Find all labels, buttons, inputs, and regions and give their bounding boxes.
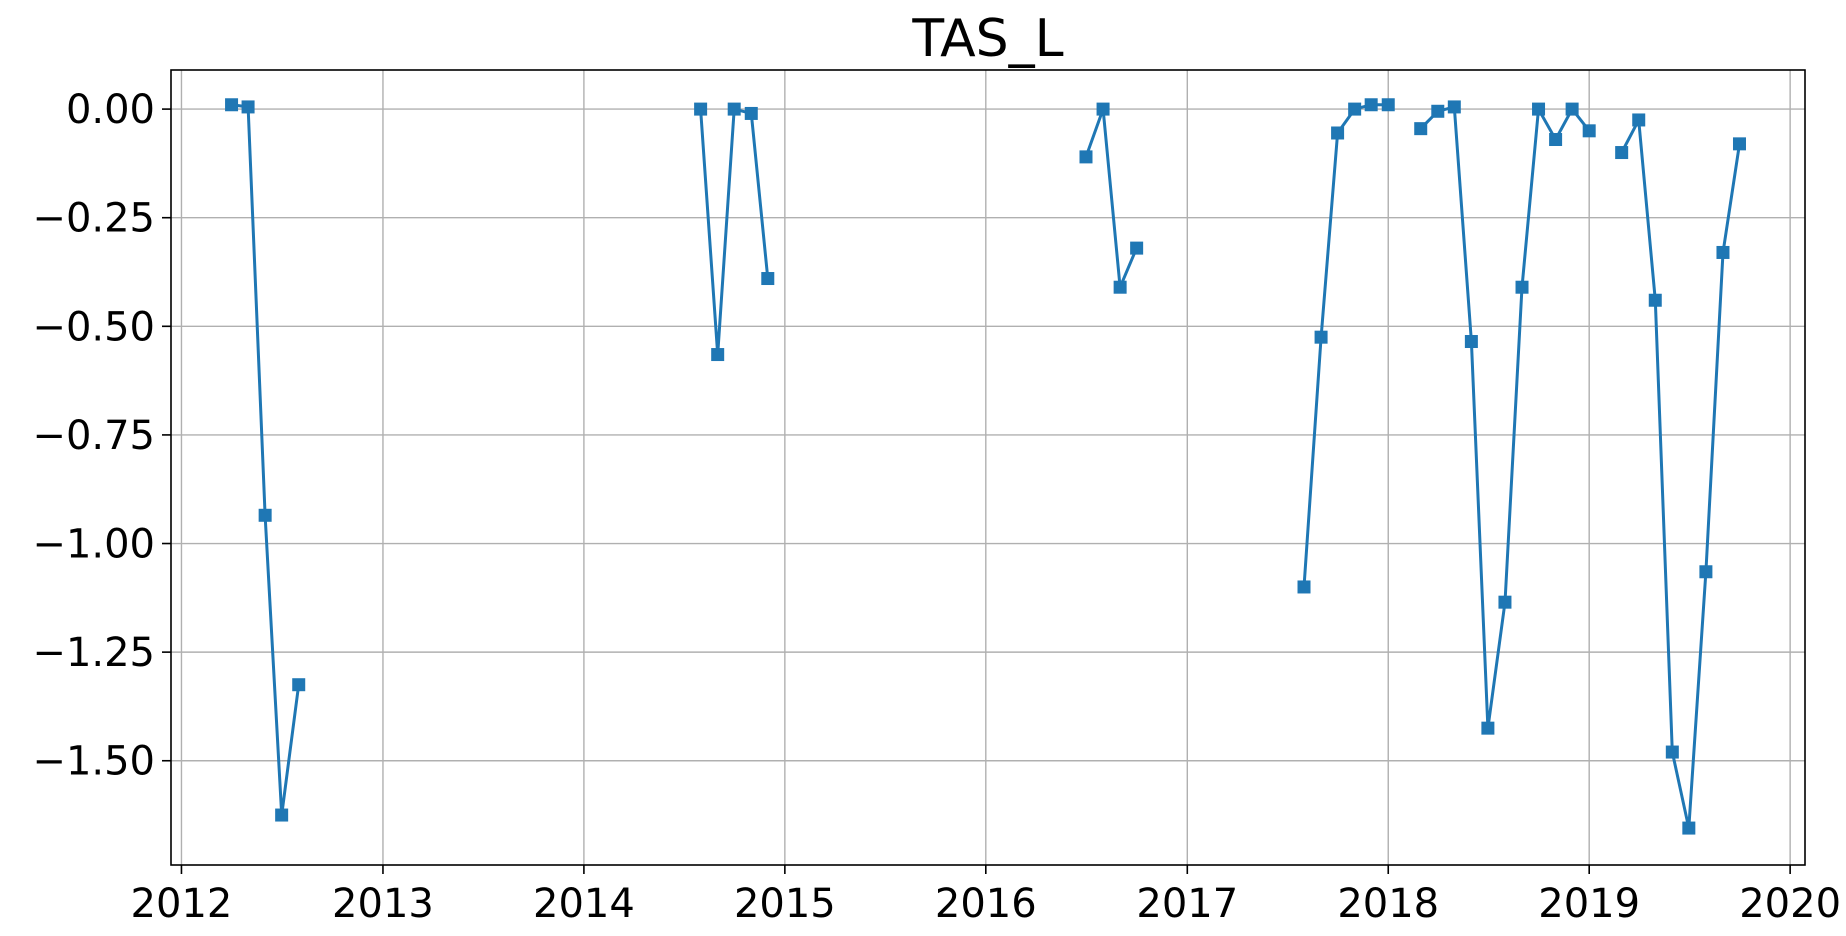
x-tick-label: 2018 (1337, 881, 1439, 927)
data-point-marker (1130, 241, 1144, 255)
data-point-marker (1381, 98, 1395, 112)
data-point-marker (711, 348, 725, 362)
data-point-marker (1113, 280, 1127, 294)
x-tick-label: 2019 (1538, 881, 1640, 927)
data-point-marker (1648, 293, 1662, 307)
data-point-marker (1447, 100, 1461, 114)
series-line-segment (699, 107, 770, 356)
y-tick-label: −0.50 (32, 304, 155, 350)
data-point-marker (292, 678, 306, 692)
x-tick-label: 2017 (1136, 881, 1238, 927)
data-point-marker (1498, 595, 1512, 609)
y-tick-label: −1.25 (32, 630, 155, 676)
data-point-marker (1079, 150, 1093, 164)
series-line-segment (1620, 118, 1741, 830)
data-point-marker (1096, 102, 1110, 116)
data-point-marker (1364, 98, 1378, 112)
data-point-marker (1682, 821, 1696, 835)
y-tick-label: 0.00 (66, 87, 155, 133)
y-tick-label: −1.50 (32, 739, 155, 785)
data-point-marker (1582, 124, 1596, 138)
data-point-marker (241, 100, 255, 114)
chart-title: TAS_L (911, 9, 1063, 69)
data-point-marker (1665, 745, 1679, 759)
data-point-marker (1632, 113, 1646, 127)
series-line-segment (1302, 103, 1389, 588)
y-tick-label: −1.00 (32, 522, 155, 568)
data-point-marker (1464, 335, 1478, 349)
data-point-marker (1732, 137, 1746, 151)
data-point-marker (1314, 330, 1328, 344)
x-tick-label: 2015 (734, 881, 836, 927)
data-point-marker (694, 102, 708, 116)
y-tick-label: −0.75 (32, 413, 155, 459)
data-point-marker (1532, 102, 1546, 116)
plot-area-frame (170, 69, 1806, 866)
x-tick-label: 2014 (533, 881, 635, 927)
grid-lines (171, 70, 1805, 865)
data-point-marker (1331, 126, 1345, 140)
data-point-marker (1515, 280, 1529, 294)
data-point-marker (225, 98, 239, 112)
series-line-segment (1084, 107, 1138, 289)
data-point-marker (1297, 580, 1311, 594)
series-line-segment (1419, 105, 1591, 730)
data-point-marker (1549, 133, 1563, 147)
data-point-marker (761, 272, 775, 286)
axis-ticks: 2012 2013 2014 2015 2016 2017 2018 2019 2020 0.00… (32, 87, 1841, 927)
data-point-marker (275, 808, 289, 822)
series-tas-l (225, 98, 1746, 835)
data-point-marker (258, 508, 272, 522)
series-line-segment (231, 103, 301, 817)
x-tick-label: 2013 (332, 881, 434, 927)
y-tick-label: −0.25 (32, 196, 155, 242)
data-point-marker (1348, 102, 1362, 116)
data-point-marker (1431, 104, 1445, 118)
data-point-marker (744, 106, 758, 120)
data-point-marker (1565, 102, 1579, 116)
data-point-marker (1699, 565, 1713, 579)
data-point-marker (1481, 721, 1495, 735)
data-point-marker (1716, 245, 1730, 259)
data-point-marker (1414, 122, 1428, 136)
data-point-marker (727, 102, 741, 116)
data-point-marker (1615, 146, 1629, 160)
x-tick-label: 2012 (131, 881, 233, 927)
x-tick-label: 2016 (935, 881, 1037, 927)
x-tick-label: 2020 (1739, 881, 1841, 927)
